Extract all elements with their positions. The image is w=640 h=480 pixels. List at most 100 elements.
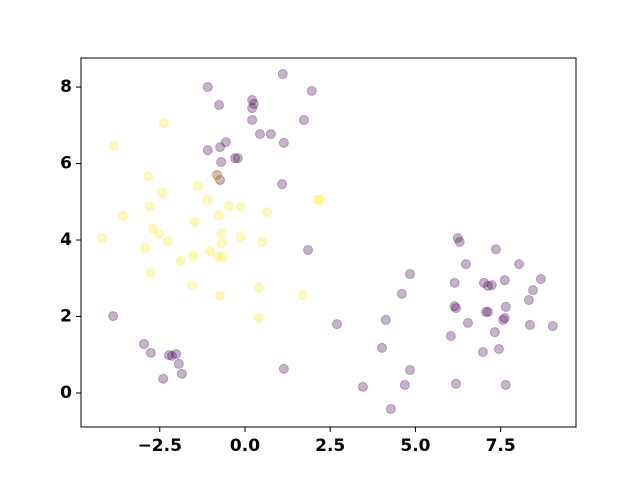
x-tick-label: 5.0 xyxy=(400,436,430,456)
scatter-point xyxy=(117,210,128,221)
scatter-point xyxy=(216,228,227,239)
scatter-point xyxy=(217,238,228,249)
scatter-point xyxy=(145,347,156,358)
scatter-point xyxy=(486,280,497,291)
y-tick-label: 4 xyxy=(60,230,72,250)
scatter-point xyxy=(215,290,226,301)
scatter-point xyxy=(528,285,539,296)
scatter-point xyxy=(303,244,314,255)
scatter-point xyxy=(202,194,213,205)
y-tick-label: 6 xyxy=(60,154,72,174)
y-tick-label: 0 xyxy=(60,383,72,403)
scatter-point xyxy=(173,358,184,369)
scatter-point xyxy=(212,170,223,181)
scatter-point xyxy=(163,350,174,361)
scatter-point xyxy=(380,314,391,325)
scatter-point xyxy=(404,269,415,280)
scatter-point xyxy=(187,280,198,291)
scatter-point xyxy=(460,259,471,270)
scatter-point xyxy=(449,301,460,312)
scatter-point xyxy=(212,171,223,182)
scatter-point xyxy=(202,145,213,156)
scatter-point xyxy=(97,233,108,244)
scatter-point xyxy=(332,319,343,330)
scatter-point xyxy=(189,217,200,228)
scatter-point xyxy=(147,223,158,234)
scatter-point xyxy=(140,243,151,254)
scatter-point xyxy=(213,251,224,262)
scatter-point xyxy=(157,187,168,198)
scatter-point xyxy=(235,231,246,242)
scatter-point xyxy=(154,228,165,239)
scatter-point xyxy=(478,277,489,288)
scatter-point xyxy=(399,379,410,390)
scatter-point xyxy=(144,200,155,211)
scatter-point xyxy=(396,288,407,299)
scatter-point xyxy=(192,181,203,192)
x-tick-label: 2.5 xyxy=(315,436,345,456)
scatter-point xyxy=(162,236,173,247)
scatter-point xyxy=(278,363,289,374)
scatter-point xyxy=(481,306,491,317)
scatter-point xyxy=(139,339,150,350)
scatter-point xyxy=(171,348,182,359)
scatter-point xyxy=(499,313,510,324)
scatter-point xyxy=(262,207,273,218)
scatter-point xyxy=(202,82,213,93)
scatter-point xyxy=(215,142,226,153)
scatter-point xyxy=(158,373,169,384)
scatter-point xyxy=(489,327,500,338)
scatter-point xyxy=(500,379,511,390)
scatter-point xyxy=(220,137,231,148)
scatter-point xyxy=(247,114,258,125)
scatter-point xyxy=(248,98,259,109)
scatter-point xyxy=(500,301,511,312)
scatter-point xyxy=(483,306,494,317)
scatter-point xyxy=(143,171,154,182)
scatter-point xyxy=(253,313,264,324)
scatter-point xyxy=(235,202,246,213)
scatter-point xyxy=(108,311,119,322)
scatter-point xyxy=(451,378,461,389)
scatter-point xyxy=(306,85,317,96)
scatter-point xyxy=(523,295,534,306)
x-tick-label: 0.0 xyxy=(230,436,260,456)
scatter-point xyxy=(462,317,473,328)
scatter-point xyxy=(232,153,243,164)
scatter-point xyxy=(247,103,258,114)
scatter-point xyxy=(215,174,226,185)
scatter-point xyxy=(493,343,504,354)
scatter-point xyxy=(498,314,509,325)
scatter-point xyxy=(204,246,215,257)
x-tick-label: −2.5 xyxy=(138,436,182,456)
scatter-point xyxy=(297,290,308,301)
scatter-point xyxy=(490,244,501,255)
scatter-point xyxy=(247,95,258,106)
scatter-point xyxy=(254,129,265,140)
scatter-point xyxy=(312,194,323,205)
scatter-point xyxy=(109,140,120,151)
y-tick-label: 2 xyxy=(60,306,72,326)
scatter-point xyxy=(214,210,225,221)
scatter-point xyxy=(188,251,199,262)
scatter-point xyxy=(449,277,460,288)
scatter-point xyxy=(452,233,463,244)
x-tick-label: 7.5 xyxy=(486,436,516,456)
scatter-point xyxy=(167,350,178,361)
scatter-point xyxy=(253,282,264,293)
scatter-point xyxy=(483,280,494,291)
scatter-point xyxy=(175,256,186,267)
scatter-point xyxy=(535,274,546,285)
scatter-point xyxy=(445,330,456,341)
scatter-point xyxy=(404,365,415,376)
scatter-point xyxy=(357,381,368,392)
scatter-point xyxy=(230,153,241,164)
plot-frame xyxy=(80,57,577,428)
scatter-point xyxy=(524,319,535,330)
scatter-point xyxy=(314,194,325,205)
scatter-point xyxy=(214,100,225,111)
scatter-point xyxy=(265,129,276,140)
scatter-point xyxy=(223,200,234,211)
scatter-point xyxy=(477,347,488,358)
